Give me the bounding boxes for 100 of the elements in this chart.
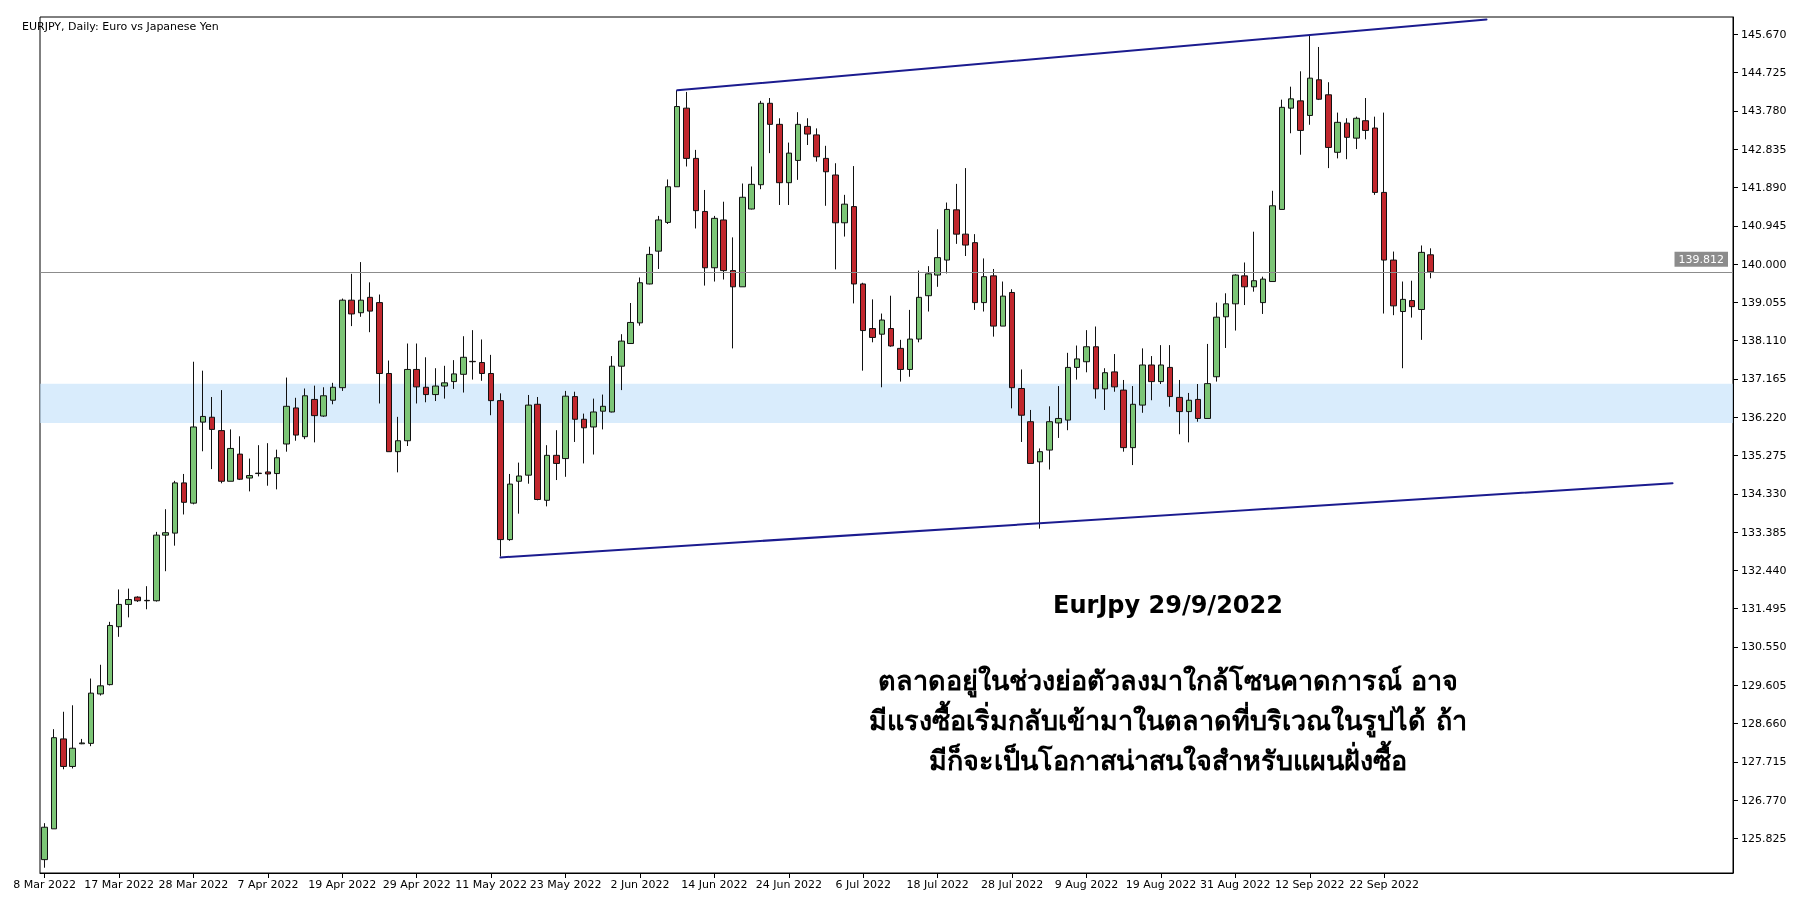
candlestick bbox=[637, 276, 643, 327]
y-tick-label: 128.660 bbox=[1741, 717, 1787, 731]
x-tick-label: 24 Jun 2022 bbox=[755, 878, 822, 891]
candlestick bbox=[1334, 112, 1341, 159]
candlestick bbox=[227, 428, 234, 482]
candlestick bbox=[618, 333, 625, 391]
candlestick bbox=[1065, 352, 1071, 431]
x-tick-label: 12 Sep 2022 bbox=[1274, 878, 1345, 891]
candlestick bbox=[107, 621, 113, 686]
candlestick bbox=[1418, 244, 1425, 341]
candlestick bbox=[302, 387, 308, 440]
candlestick bbox=[311, 385, 318, 443]
candlestick bbox=[720, 201, 727, 281]
candlestick bbox=[283, 377, 290, 453]
candlestick bbox=[655, 215, 662, 270]
candlestick bbox=[1139, 347, 1146, 414]
candlestick bbox=[516, 462, 522, 515]
y-tick-label: 142.835 bbox=[1741, 142, 1787, 156]
candlestick bbox=[981, 257, 987, 313]
annotation: EurJpy 29/9/2022 bbox=[1053, 591, 1283, 619]
candlestick bbox=[1409, 280, 1415, 319]
candlestick bbox=[423, 356, 429, 403]
candlestick bbox=[172, 480, 178, 547]
candlestick bbox=[60, 711, 67, 770]
annotation: ตลาดอยู่ในช่วงย่อตัวลงมาใกล้โซนคาดการณ์ อาจ bbox=[877, 663, 1459, 698]
candlestick bbox=[1176, 379, 1183, 435]
candlestick bbox=[1390, 251, 1397, 316]
candlestick bbox=[134, 595, 141, 603]
y-tick-label: 129.605 bbox=[1741, 678, 1787, 692]
candlestick bbox=[823, 145, 829, 207]
candlestick bbox=[907, 309, 913, 378]
x-tick-label: 7 Apr 2022 bbox=[237, 878, 299, 891]
candlestick bbox=[553, 429, 560, 481]
candlestick bbox=[1269, 190, 1276, 283]
candlestick bbox=[953, 183, 960, 245]
candlestick bbox=[841, 194, 848, 238]
candlestick bbox=[1325, 81, 1332, 169]
x-tick-label: 31 Aug 2022 bbox=[1200, 878, 1271, 891]
candlestick bbox=[525, 394, 532, 485]
candlestick bbox=[376, 294, 383, 404]
candlestick bbox=[1297, 70, 1304, 156]
y-tick-label: 141.890 bbox=[1741, 181, 1787, 195]
x-tick-label: 17 Mar 2022 bbox=[84, 878, 154, 891]
candlestick bbox=[1130, 385, 1136, 466]
candlestick bbox=[1093, 326, 1099, 400]
candlestick bbox=[395, 416, 401, 473]
candlestick bbox=[237, 435, 243, 481]
candlestick bbox=[41, 822, 48, 869]
candlestick bbox=[646, 246, 653, 285]
y-tick-label: 127.715 bbox=[1741, 755, 1787, 769]
candlestick bbox=[572, 391, 578, 443]
candlestick bbox=[88, 678, 94, 747]
candlestick bbox=[832, 162, 839, 270]
candlestick bbox=[813, 127, 820, 163]
x-tick-label: 19 Apr 2022 bbox=[308, 878, 377, 891]
x-tick-label: 18 Jul 2022 bbox=[906, 878, 969, 891]
y-tick-label: 135.275 bbox=[1741, 449, 1787, 463]
candlestick bbox=[116, 588, 122, 638]
candlestick bbox=[460, 335, 467, 394]
y-tick-label: 136.220 bbox=[1741, 410, 1787, 424]
y-tick-label: 125.825 bbox=[1741, 831, 1787, 845]
candlestick bbox=[1102, 367, 1108, 411]
y-tick-label: 140.945 bbox=[1741, 219, 1787, 233]
candlestick bbox=[990, 268, 997, 338]
candlestick bbox=[702, 189, 708, 287]
candlestick bbox=[581, 413, 587, 464]
candlestick bbox=[348, 273, 355, 327]
candlestick bbox=[1027, 409, 1034, 464]
candlestick bbox=[1046, 405, 1053, 471]
candlestick bbox=[925, 265, 932, 313]
candlestick bbox=[413, 343, 420, 404]
x-tick-label: 22 Sep 2022 bbox=[1349, 878, 1420, 891]
y-tick-label: 145.670 bbox=[1741, 27, 1787, 41]
candlestick bbox=[507, 473, 513, 542]
candlestick bbox=[683, 91, 690, 167]
candlestick bbox=[1055, 385, 1062, 439]
candlestick bbox=[320, 386, 327, 418]
candlestick bbox=[888, 295, 894, 348]
candlestick bbox=[776, 117, 783, 206]
candlestick bbox=[1372, 116, 1378, 196]
candlestick bbox=[1018, 368, 1025, 443]
candlestick bbox=[1120, 379, 1127, 453]
candlestick bbox=[1400, 281, 1406, 369]
candlestick bbox=[1279, 99, 1285, 210]
candlestick bbox=[934, 228, 941, 288]
x-tick-label: 14 Jun 2022 bbox=[681, 878, 748, 891]
candlestick bbox=[1260, 276, 1266, 315]
candlestick bbox=[386, 360, 392, 453]
candlestick bbox=[748, 165, 755, 210]
candlestick bbox=[144, 585, 150, 610]
x-tick-label: 9 Aug 2022 bbox=[1054, 878, 1119, 891]
candlestick bbox=[609, 355, 615, 413]
candlestick bbox=[1307, 34, 1313, 126]
candlestick bbox=[190, 361, 197, 505]
candlestick bbox=[1288, 86, 1294, 134]
candlestick bbox=[1009, 288, 1015, 409]
candlestick bbox=[1362, 97, 1369, 140]
candlestick bbox=[804, 117, 811, 146]
candlestick bbox=[1186, 392, 1192, 443]
candlestick bbox=[534, 396, 541, 501]
